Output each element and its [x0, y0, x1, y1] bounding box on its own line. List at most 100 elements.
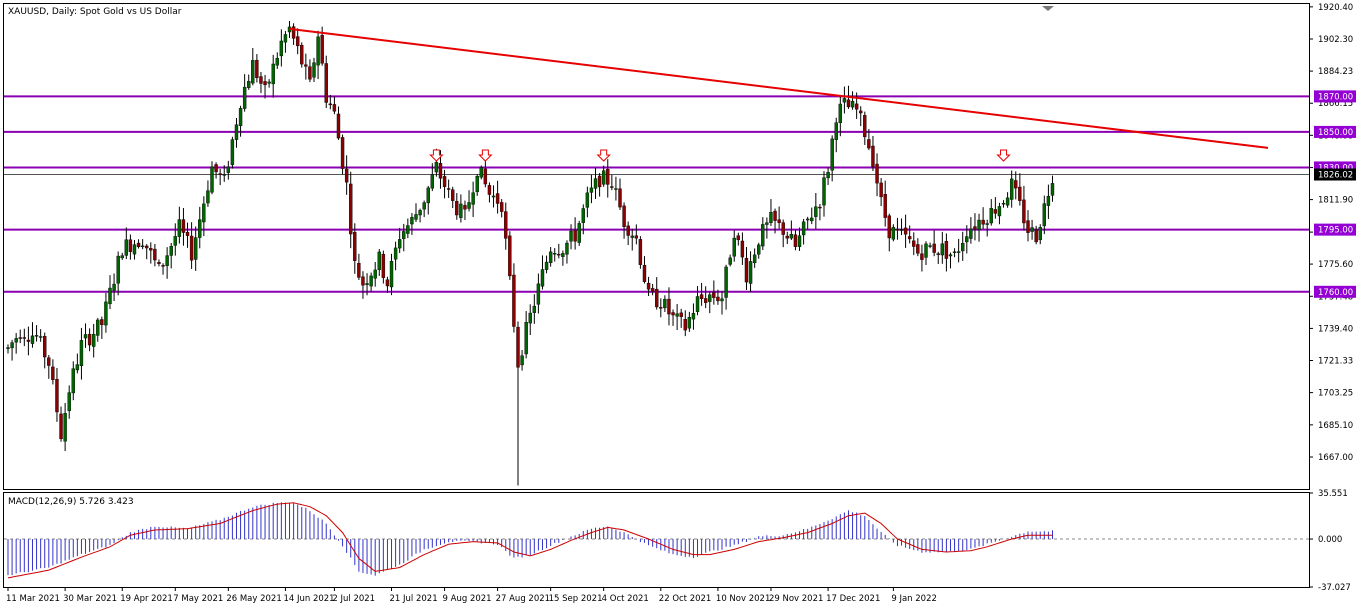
candle-body	[340, 137, 345, 169]
candle-body	[214, 164, 218, 173]
candle-body	[736, 235, 741, 241]
candle-body	[385, 279, 390, 287]
time-axis-label: 29 Nov 2021	[769, 594, 823, 604]
candle-body	[499, 202, 504, 212]
time-axis: 11 Mar 2021 30 Mar 2021 19 Apr 2021 7 May 2…	[6, 587, 937, 604]
candle-body	[748, 261, 753, 284]
candle-body	[475, 175, 479, 193]
candle-body	[818, 206, 822, 209]
candle-body	[536, 283, 541, 305]
candle-body	[206, 190, 210, 204]
candle-body	[944, 241, 949, 259]
candle-body	[899, 229, 904, 231]
candle-body	[569, 230, 573, 242]
candle-body	[540, 269, 545, 287]
candle-body	[275, 57, 279, 66]
candle-body	[679, 312, 683, 317]
candle-body	[1026, 220, 1030, 233]
candle-body	[336, 113, 341, 139]
candle-body	[879, 182, 883, 198]
candle-body	[875, 163, 879, 184]
candle-body	[663, 298, 667, 309]
candle-body	[846, 99, 851, 108]
candles-layer	[6, 21, 1055, 486]
trend-line	[289, 27, 1269, 149]
candle-body	[1018, 186, 1022, 201]
candle-body	[544, 261, 549, 270]
candle-body	[667, 298, 671, 315]
candle-body	[928, 245, 932, 247]
candle-body	[120, 255, 124, 259]
candle-body	[1022, 199, 1026, 224]
candle-body	[626, 225, 630, 236]
down-arrow-marker	[478, 149, 493, 162]
candle-body	[924, 243, 928, 258]
candle-body	[300, 45, 304, 65]
candle-body	[434, 161, 439, 173]
candle-body	[140, 245, 145, 248]
candle-body	[304, 64, 308, 67]
candle-body	[532, 305, 537, 313]
candle-body	[903, 227, 908, 235]
candle-body	[320, 34, 324, 64]
candle-body	[805, 218, 810, 221]
candle-body	[524, 322, 528, 355]
macd-axis-label: -37.027	[1318, 583, 1351, 593]
candle-body	[316, 36, 320, 66]
candle-body	[271, 63, 275, 85]
time-axis-label: 27 Aug 2021	[496, 594, 550, 604]
candle-body	[1038, 227, 1042, 241]
candle-body	[573, 230, 577, 242]
candle-body	[14, 338, 18, 343]
candle-body	[675, 313, 679, 317]
candle-body	[479, 167, 483, 178]
candle-body	[504, 211, 508, 239]
candle-body	[638, 239, 643, 265]
candle-body	[145, 245, 149, 249]
macd-signal-line	[7, 502, 1053, 579]
candle-body	[630, 235, 634, 238]
candle-body	[149, 248, 153, 251]
candle-body	[634, 235, 639, 239]
candle-body	[353, 231, 357, 261]
candle-body	[495, 193, 500, 204]
candle-body	[365, 283, 369, 285]
candle-body	[312, 62, 316, 78]
candle-body	[724, 266, 728, 298]
candle-body	[699, 294, 704, 300]
time-axis-label: 4 Oct 2021	[602, 594, 649, 604]
candle-body	[671, 312, 675, 316]
candle-body	[1014, 180, 1018, 189]
candle-body	[22, 337, 27, 339]
candle-body	[75, 364, 80, 371]
chart-title: XAUUSD, Daily: Spot Gold vs US Dollar	[8, 7, 182, 17]
candle-body	[936, 253, 940, 255]
candle-body	[295, 36, 300, 47]
candle-body	[826, 172, 830, 179]
candle-body	[373, 269, 377, 279]
candle-body	[740, 240, 745, 258]
chart-shift-marker[interactable]	[1042, 6, 1054, 11]
candle-body	[720, 298, 724, 302]
candle-body	[956, 251, 961, 253]
candle-body	[761, 224, 765, 247]
candle-body	[1001, 203, 1006, 205]
trend-layer	[289, 27, 1269, 149]
down-arrow-marker	[429, 149, 444, 162]
candle-body	[512, 274, 516, 327]
candle-body	[177, 219, 182, 237]
candle-body	[969, 228, 973, 239]
candle-body	[895, 228, 900, 231]
candle-body	[242, 86, 247, 109]
candle-body	[965, 236, 969, 243]
candle-body	[642, 265, 647, 282]
time-axis-label: 2 Jul 2021	[332, 594, 375, 604]
candle-body	[528, 312, 532, 324]
time-axis-label: 17 Dec 2021	[826, 594, 880, 604]
candle-body	[614, 188, 618, 190]
candle-body	[491, 195, 496, 198]
candle-body	[597, 175, 602, 188]
candle-body	[744, 258, 749, 283]
